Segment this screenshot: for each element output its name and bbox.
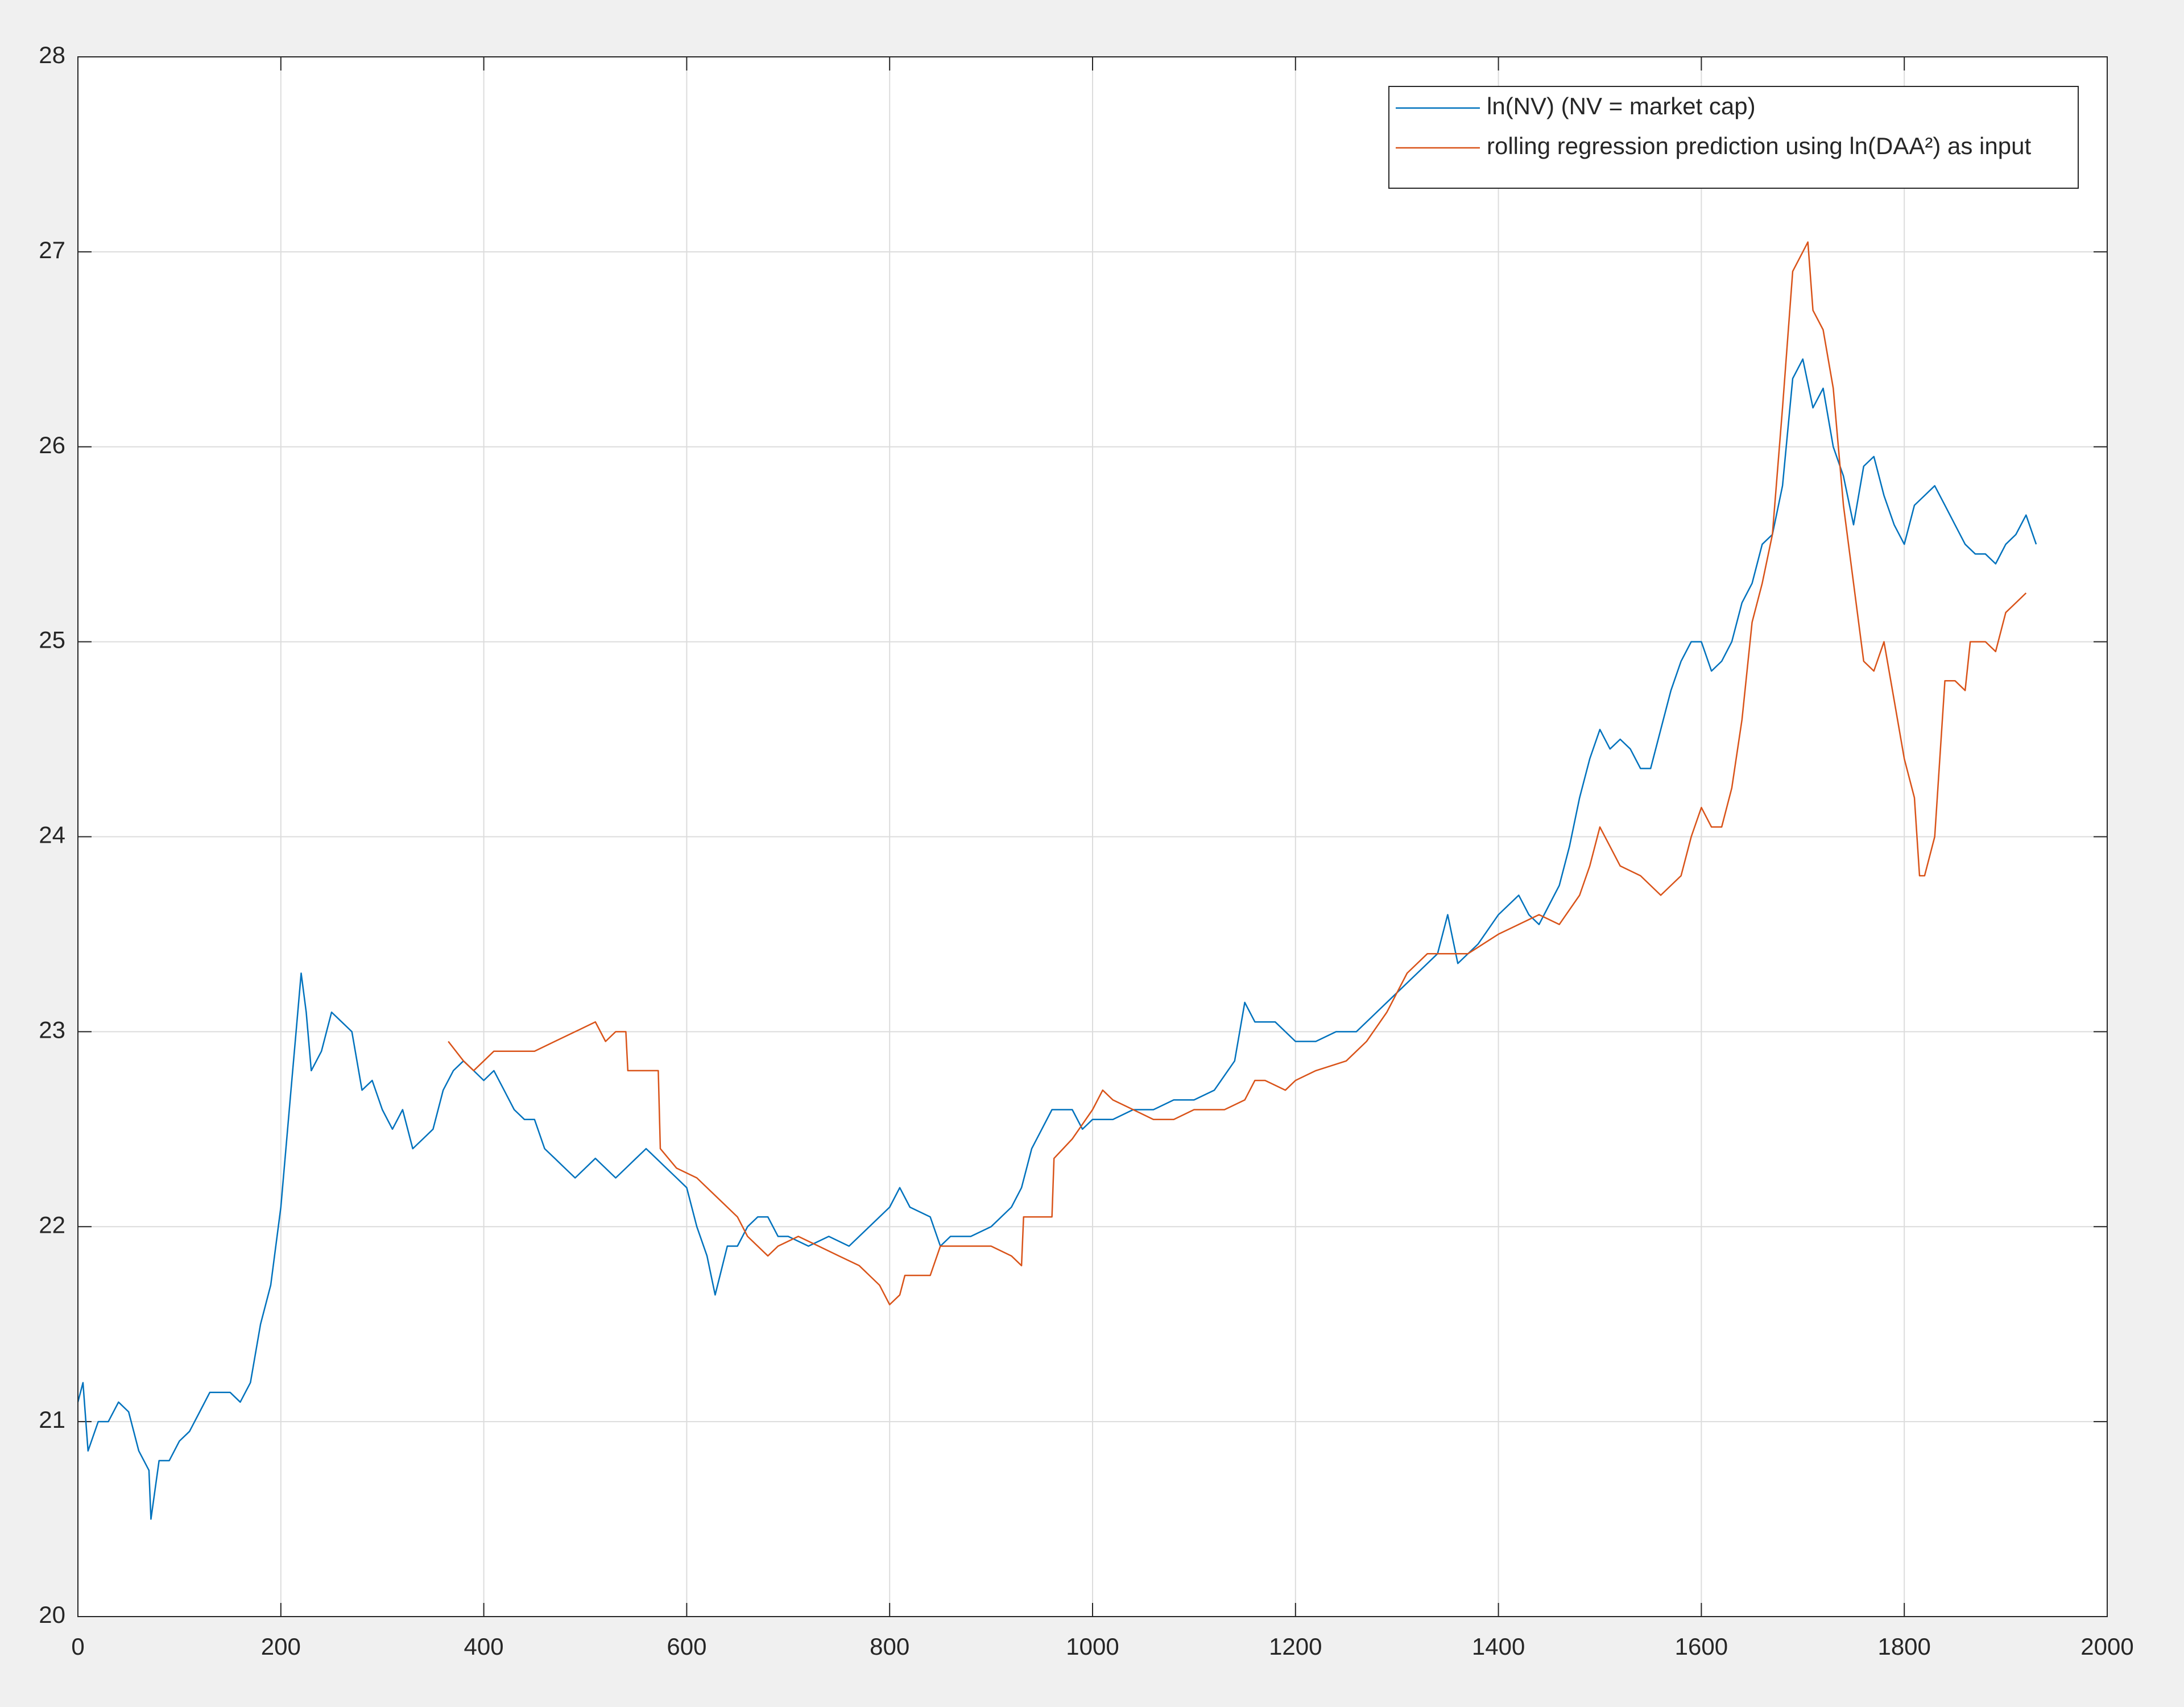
legend-label: ln(NV) (NV = market cap) xyxy=(1487,93,1756,119)
x-tick-label: 1400 xyxy=(1472,1633,1525,1660)
x-tick-label: 1600 xyxy=(1675,1633,1728,1660)
y-tick-label: 20 xyxy=(39,1601,65,1628)
x-tick-label: 200 xyxy=(261,1633,301,1660)
y-tick-label: 22 xyxy=(39,1211,65,1238)
x-tick-label: 1200 xyxy=(1269,1633,1322,1660)
x-tick-label: 2000 xyxy=(2080,1633,2133,1660)
x-tick-label: 1000 xyxy=(1066,1633,1119,1660)
legend-box xyxy=(1388,86,2079,189)
y-tick-label: 28 xyxy=(39,42,65,68)
y-tick-label: 27 xyxy=(39,237,65,263)
y-tick-label: 25 xyxy=(39,627,65,653)
plot-border xyxy=(77,56,2108,1617)
x-tick-label: 600 xyxy=(667,1633,706,1660)
legend: ln(NV) (NV = market cap) rolling regressi… xyxy=(1388,86,2079,189)
x-tick-label: 1800 xyxy=(1877,1633,1930,1660)
y-tick-label: 26 xyxy=(39,432,65,458)
y-tick-label: 24 xyxy=(39,822,65,848)
y-tick-label: 23 xyxy=(39,1016,65,1043)
y-tick-label: 21 xyxy=(39,1406,65,1433)
x-tick-label: 800 xyxy=(870,1633,909,1660)
data-line xyxy=(448,241,2027,1306)
x-tick-label: 0 xyxy=(71,1633,84,1660)
x-tick-label: 400 xyxy=(464,1633,504,1660)
data-line xyxy=(77,358,2037,1520)
legend-label: rolling regression prediction using ln(D… xyxy=(1487,132,2031,159)
